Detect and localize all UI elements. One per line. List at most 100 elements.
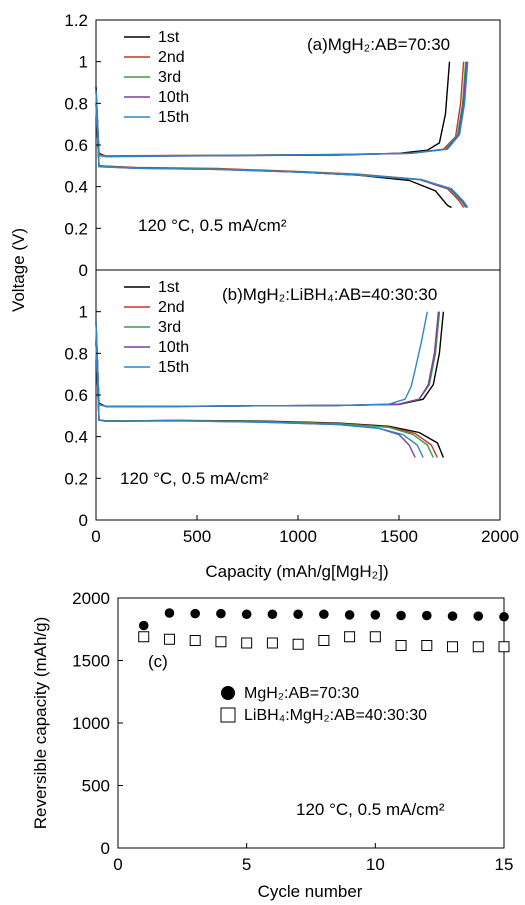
legend-label: 15th — [158, 359, 189, 376]
legend-label: 1st — [158, 29, 180, 46]
x-tick-label: 1000 — [279, 527, 317, 546]
data-point-mgh2-ab — [473, 611, 484, 621]
series-line-1st-charge — [95, 311, 445, 408]
data-point-mgh2-ab — [190, 608, 200, 619]
x-tick-label: 0 — [91, 527, 100, 546]
series-line-15th-charge — [95, 311, 428, 408]
y-tick-label: 0.2 — [64, 219, 88, 238]
series-line-10th-discharge — [95, 342, 416, 458]
legend-label: 3rd — [158, 319, 181, 336]
y-tick-label: 0.4 — [64, 178, 88, 197]
series-line-15th-charge — [95, 61, 469, 158]
series-line-3rd-charge — [95, 61, 467, 158]
panel-c-condition: 120 °C, 0.5 mA/cm² — [296, 800, 445, 819]
y-tick-label: 0.8 — [64, 344, 88, 363]
series-line-3rd-charge — [95, 311, 441, 408]
y-tick-label: 1000 — [72, 714, 110, 733]
x-tick-label: 15 — [495, 855, 514, 874]
series-line-10th-charge — [95, 311, 440, 408]
data-point-mgh2-ab — [216, 608, 226, 619]
data-point-libh4-mgh2-ab — [163, 633, 175, 645]
data-point-mgh2-ab — [344, 610, 355, 620]
x-tick-label: 1500 — [380, 527, 418, 546]
panel-b-condition: 120 °C, 0.5 mA/cm² — [120, 469, 269, 488]
y-tick-label: 0 — [79, 511, 88, 530]
y-tick-label: 500 — [82, 777, 110, 796]
data-point-mgh2-ab — [241, 609, 252, 620]
legend-label: 10th — [158, 89, 189, 106]
data-point-libh4-mgh2-ab — [189, 635, 201, 646]
panel-a: 0 0.2 0.4 0.6 0.8 1 1.2 (a)MgH₂:AB=70:30 120 °… — [64, 11, 501, 280]
data-point-libh4-mgh2-ab — [498, 641, 510, 653]
x-tick-label: 500 — [183, 527, 211, 546]
series-line-2nd-discharge — [95, 342, 439, 458]
legend-label: 15th — [158, 109, 189, 126]
data-point-mgh2-ab — [138, 620, 149, 631]
data-point-mgh2-ab — [370, 610, 381, 620]
reversible-capacity-axis-label: Reversible capacity (mAh/g) — [31, 617, 50, 830]
data-point-libh4-mgh2-ab — [215, 636, 227, 648]
data-point-mgh2-ab — [396, 610, 406, 621]
data-point-mgh2-ab — [447, 611, 458, 621]
data-point-libh4-mgh2-ab — [292, 638, 304, 650]
data-point-mgh2-ab — [267, 609, 278, 620]
y-tick-label: 0 — [101, 839, 110, 858]
legend-label: 2nd — [158, 49, 185, 66]
y-tick-label: 0.4 — [64, 428, 88, 447]
series-line-2nd-charge — [95, 311, 441, 408]
capacity-axis-label: Capacity (mAh/g[MgH₂]) — [205, 562, 388, 581]
series-line-2nd-charge — [95, 61, 465, 157]
legend-marker-open-square — [220, 707, 236, 723]
panel-c-annotation: (c) — [148, 652, 168, 671]
data-point-libh4-mgh2-ab — [447, 641, 459, 653]
legend-label: 1st — [158, 279, 180, 296]
data-point-libh4-mgh2-ab — [318, 635, 330, 646]
y-tick-label: 1 — [79, 53, 88, 72]
series-line-1st-charge — [95, 61, 451, 158]
x-tick-label: 10 — [366, 855, 385, 874]
series-line-3rd-discharge — [95, 342, 434, 458]
legend-label: LiBH₄:MgH₂:AB=40:30:30 — [244, 707, 427, 724]
data-point-mgh2-ab — [319, 609, 329, 620]
data-point-libh4-mgh2-ab — [266, 637, 278, 649]
legend-marker-filled-circle — [221, 686, 235, 700]
data-point-libh4-mgh2-ab — [344, 631, 356, 643]
legend-label: 10th — [158, 339, 189, 356]
x-tick-label: 5 — [242, 855, 251, 874]
panel-a-annotation: (a)MgH₂:AB=70:30 — [307, 35, 450, 54]
data-point-libh4-mgh2-ab — [138, 631, 150, 643]
data-point-mgh2-ab — [164, 608, 175, 618]
voltage-axis-label: Voltage (V) — [9, 228, 28, 312]
legend-label: 2nd — [158, 299, 185, 316]
y-tick-label: 0.8 — [64, 94, 88, 113]
series-line-15th-discharge — [95, 103, 469, 208]
y-tick-label: 1.2 — [64, 11, 88, 30]
data-point-mgh2-ab — [422, 610, 432, 621]
y-tick-label: 2000 — [72, 589, 110, 608]
data-point-mgh2-ab — [293, 609, 303, 620]
x-tick-label: 0 — [113, 855, 122, 874]
y-tick-label: 0.6 — [64, 386, 88, 405]
y-tick-label: 1500 — [72, 652, 110, 671]
data-point-libh4-mgh2-ab — [421, 640, 433, 651]
y-tick-label: 0 — [79, 261, 88, 280]
y-tick-label: 0.6 — [64, 136, 88, 155]
series-line-1st-discharge — [95, 342, 445, 458]
panel-b-annotation: (b)MgH₂:LiBH₄:AB=40:30:30 — [222, 285, 437, 304]
x-tick-label: 2000 — [481, 527, 519, 546]
data-point-libh4-mgh2-ab — [472, 641, 484, 653]
data-point-libh4-mgh2-ab — [369, 631, 381, 643]
legend-label: 3rd — [158, 69, 181, 86]
cycle-number-axis-label: Cycle number — [258, 882, 363, 901]
data-point-libh4-mgh2-ab — [241, 637, 253, 649]
legend-label: MgH₂:AB=70:30 — [244, 685, 359, 702]
series-line-10th-charge — [95, 61, 468, 158]
panel-c: 0 500 1000 1500 2000 0 5 10 15 (c) 120 °C, 0.5 … — [72, 589, 513, 874]
data-point-mgh2-ab — [499, 611, 509, 622]
panel-b: 0 0.2 0.4 0.6 0.8 1 0 500 1000 1500 2000 (b)MgH₂:… — [64, 269, 519, 546]
panel-a-condition: 120 °C, 0.5 mA/cm² — [138, 216, 287, 235]
data-point-libh4-mgh2-ab — [395, 640, 407, 651]
series-line-15th-discharge — [95, 342, 424, 458]
y-tick-label: 1 — [79, 303, 88, 322]
